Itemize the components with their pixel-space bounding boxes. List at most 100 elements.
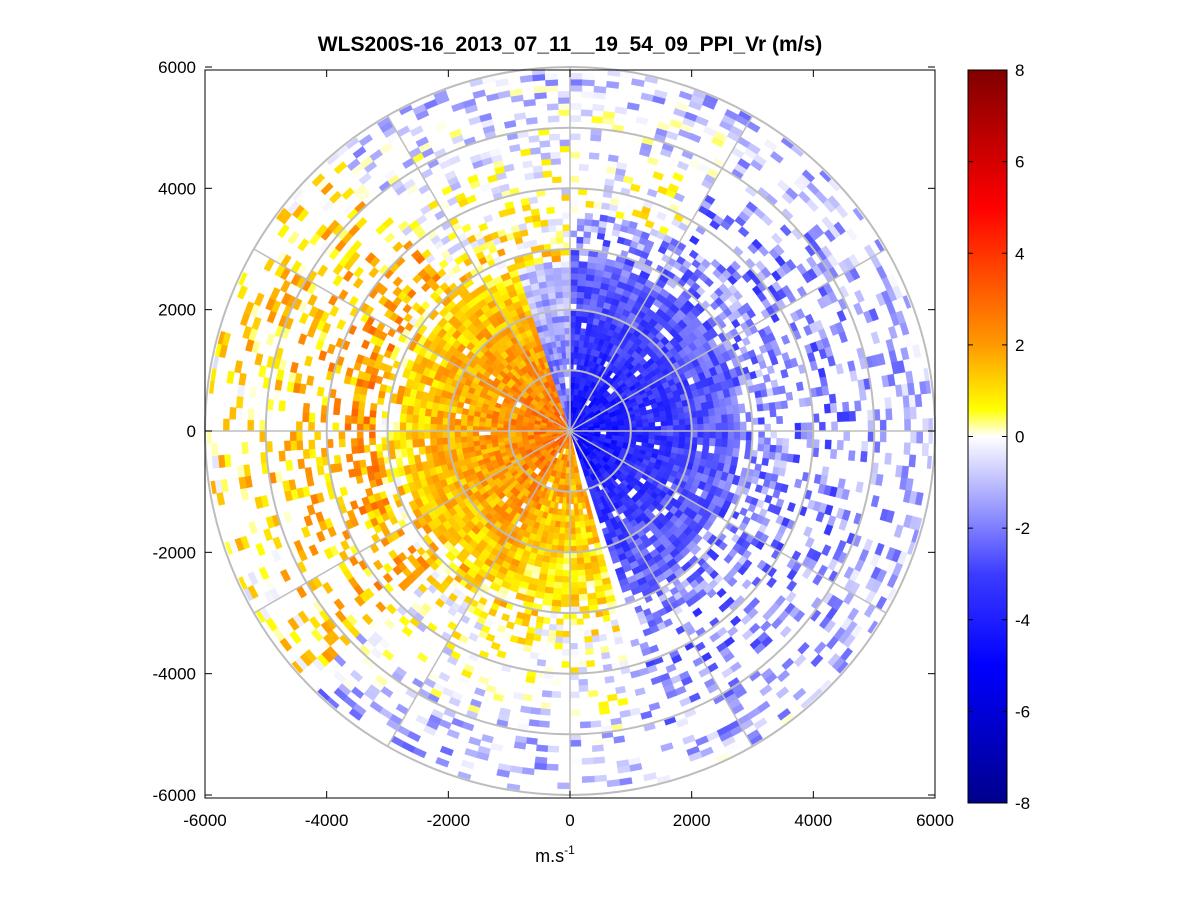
velocity-cell [548,298,557,306]
velocity-cell [569,739,582,747]
velocity-cell [332,422,340,432]
velocity-cell [569,642,578,650]
velocity-cell [679,430,686,438]
velocity-cell [755,397,764,406]
velocity-cell [569,691,580,699]
velocity-cell [775,445,783,454]
velocity-cell [393,430,401,441]
velocity-cell [379,383,388,393]
chart-title: WLS200S-16_2013_07_11__19_54_09_PPI_Vr (… [318,33,822,56]
velocity-cell [478,439,487,446]
velocity-cell [602,239,611,248]
velocity-cell [653,439,662,446]
colorbar-tick-label: 6 [1015,153,1024,172]
velocity-cell [861,440,869,452]
velocity-cell [560,254,571,262]
velocity-cell [576,624,585,632]
velocity-cell [466,419,474,427]
velocity-cell [592,103,605,112]
x-tick-label: 0 [565,811,574,830]
velocity-cell [795,381,804,392]
velocity-cell [569,133,581,141]
velocity-cell [561,351,567,359]
velocity-cell [884,452,892,465]
velocity-cell [588,152,600,160]
velocity-cell [562,570,571,577]
velocity-cell [550,157,561,165]
velocity-cell [547,115,560,123]
velocity-cell [577,279,587,287]
velocity-cell [709,430,717,439]
velocity-cell [528,719,540,727]
velocity-cell [678,418,686,426]
velocity-cell [236,384,245,398]
velocity-cell [559,333,566,341]
velocity-cell [758,382,767,391]
velocity-cell [430,444,439,454]
velocity-cell [561,266,571,274]
velocity-cell [520,197,531,206]
velocity-cell [551,170,562,178]
velocity-cell [558,376,566,384]
velocity-cell [591,219,600,227]
velocity-cell [696,437,704,446]
velocity-cell [525,737,538,745]
velocity-cell [580,109,593,117]
x-tick-label: -2000 [427,811,470,830]
velocity-cell [369,430,376,439]
velocity-cell [515,435,523,443]
velocity-cell [574,478,582,486]
velocity-cell [540,702,552,710]
velocity-cell [338,430,346,440]
velocity-cell [553,328,561,336]
velocity-cell [308,439,316,450]
velocity-cell [580,532,588,540]
velocity-cell [576,218,586,226]
velocity-cell [599,214,609,223]
velocity-cell [602,737,615,745]
velocity-cell [903,442,911,455]
velocity-cell [521,430,528,437]
velocity-cell [778,467,786,477]
velocity-cell [574,527,582,535]
velocity-cell [399,439,407,450]
velocity-cell [636,423,644,428]
velocity-cell [671,413,680,421]
velocity-cell [635,437,643,443]
velocity-cell [557,782,571,790]
velocity-cell [590,629,600,637]
velocity-cell [460,441,469,449]
velocity-cell [540,219,549,227]
velocity-cell [558,321,565,329]
velocity-cell [836,440,844,451]
velocity-cell [582,73,596,81]
velocity-cell [581,91,595,99]
velocity-cell [562,358,567,365]
velocity-cell [576,557,585,565]
velocity-cell [672,419,680,426]
velocity-cell [484,434,492,441]
velocity-cell [558,533,565,541]
velocity-cell [593,91,606,100]
velocity-cell [831,421,838,432]
velocity-cell [356,437,364,447]
velocity-cell [351,407,359,417]
velocity-cell [609,197,620,206]
velocity-cell [569,472,576,480]
velocity-cell [551,690,562,699]
velocity-cell [532,165,543,173]
velocity-cell [333,454,342,465]
velocity-cell [879,419,887,432]
velocity-cell [714,438,723,448]
velocity-cell [395,457,404,468]
velocity-cell [727,439,735,449]
velocity-cell [540,629,550,637]
velocity-cell [351,445,359,455]
velocity-cell [607,693,618,702]
velocity-cell [417,422,425,432]
velocity-cell [858,389,867,401]
velocity-cell [553,273,563,281]
velocity-cell [660,435,668,442]
velocity-cell [604,626,614,635]
velocity-cell [733,412,741,423]
